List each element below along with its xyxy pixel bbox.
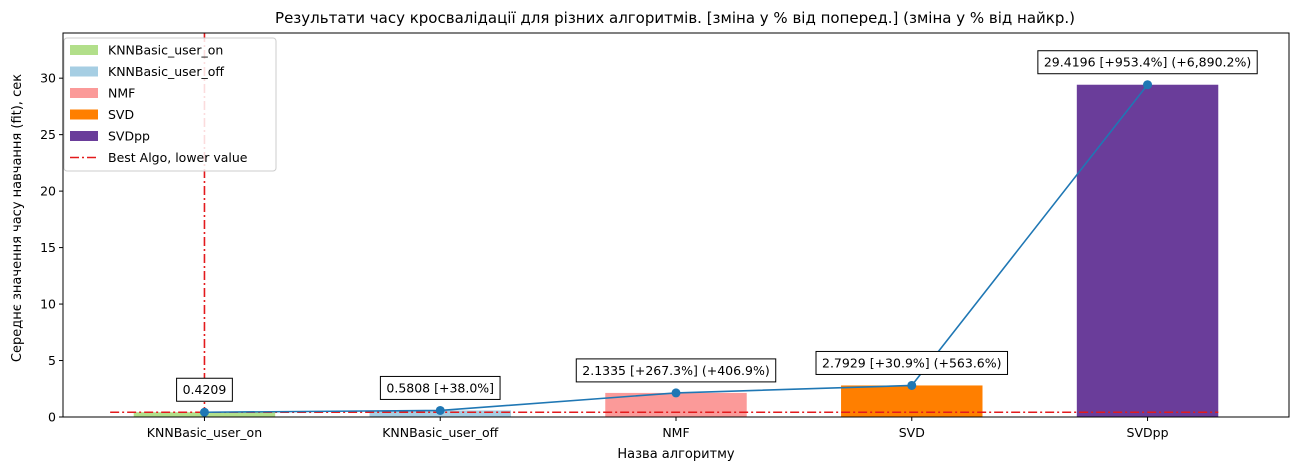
series-point — [1143, 80, 1153, 90]
data-label-box — [176, 377, 233, 402]
legend-label: KNNBasic_user_off — [108, 64, 224, 79]
x-tick-label: SVDpp — [1127, 425, 1169, 440]
data-label-group: 2.7929 [+30.9%] (+563.6%) — [815, 350, 1009, 375]
y-tick-label: 10 — [40, 297, 56, 312]
y-tick-label: 20 — [40, 184, 56, 199]
y-axis-label: Середнє значення часу навчання (fit), се… — [10, 74, 25, 362]
series-point — [435, 405, 445, 415]
data-label-box — [379, 375, 501, 400]
plot-area: 0.4209 0.5808 [+38.0%] 2.1335 [+267.3%] (+… — [40, 32, 1290, 440]
data-label-group: 29.4196 [+953.4%] (+6,890.2%) — [1037, 50, 1258, 75]
legend-swatch — [70, 88, 98, 98]
series-point — [199, 407, 209, 417]
data-label-box — [815, 350, 1009, 375]
data-label: 2.1335 [+267.3%] (+406.9%) — [582, 363, 769, 378]
data-label-group: 0.5808 [+38.0%] — [379, 375, 501, 400]
data-label: 29.4196 [+953.4%] (+6,890.2%) — [1044, 55, 1251, 70]
legend-swatch — [70, 66, 98, 77]
y-tick-label: 30 — [40, 71, 56, 86]
legend: KNNBasic_user_on KNNBasic_user_off NMF SVD S… — [63, 37, 277, 172]
legend-swatch — [70, 131, 98, 141]
y-tick-label: 15 — [40, 240, 56, 255]
data-label: 2.7929 [+30.9%] (+563.6%) — [822, 355, 1002, 370]
x-tick-label: KNNBasic_user_on — [147, 425, 262, 440]
data-label: 0.5808 [+38.0%] — [386, 380, 494, 395]
y-tick-label: 5 — [48, 353, 56, 368]
chart-title: Результати часу кросвалідації для різних… — [275, 9, 1075, 27]
data-label-box — [1037, 50, 1258, 75]
legend-label: SVDpp — [108, 129, 150, 144]
legend-swatch — [70, 109, 98, 120]
data-label-group: 0.4209 — [176, 377, 233, 402]
legend-frame — [63, 37, 277, 172]
x-axis-label: Назва алгоритму — [617, 447, 735, 462]
bar-svdpp — [1076, 84, 1219, 418]
data-label-box — [575, 358, 777, 383]
legend-label: Best Algo, lower value — [108, 150, 248, 165]
data-label: 0.4209 — [183, 382, 227, 397]
y-tick-label: 25 — [40, 127, 56, 142]
x-tick-label: SVD — [899, 425, 925, 440]
x-tick-label: NMF — [662, 425, 689, 440]
legend-label: NMF — [108, 86, 135, 101]
legend-label: SVD — [108, 107, 134, 122]
series-point — [907, 380, 917, 390]
y-tick-label: 0 — [48, 410, 56, 425]
x-tick-label: KNNBasic_user_off — [382, 425, 498, 440]
series-point — [671, 388, 681, 398]
legend-label: KNNBasic_user_on — [108, 43, 223, 58]
legend-swatch — [70, 45, 98, 55]
data-label-group: 2.1335 [+267.3%] (+406.9%) — [575, 358, 777, 383]
